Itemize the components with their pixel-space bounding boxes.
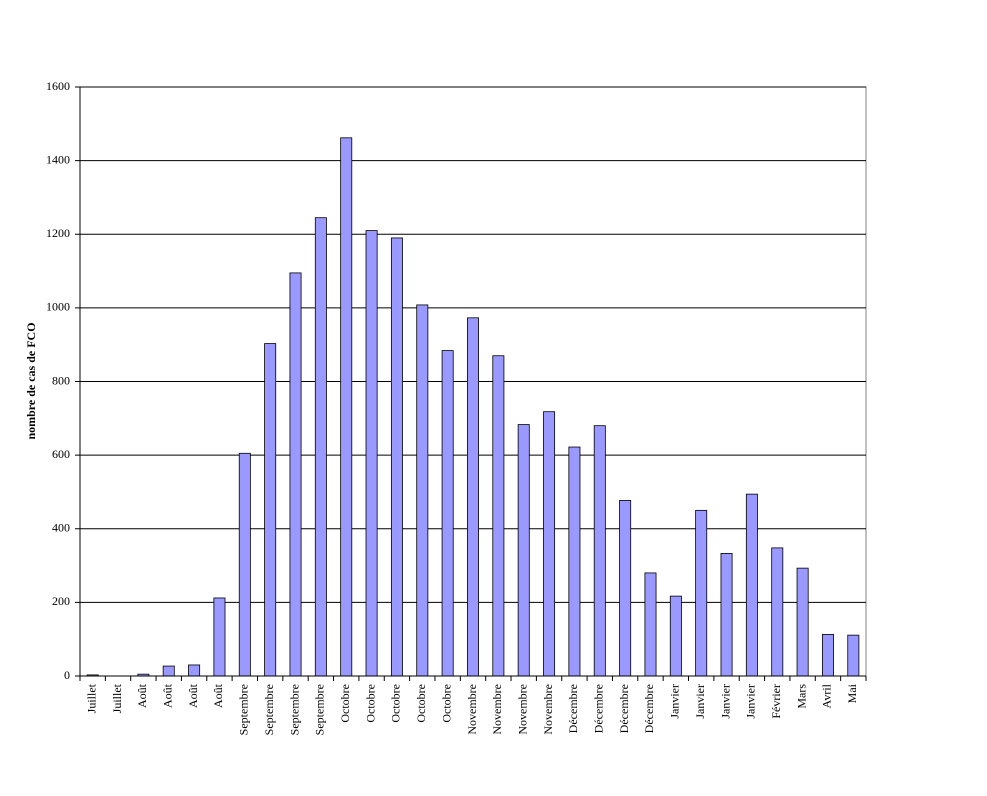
x-tick-label: Août (160, 683, 174, 708)
x-tick-label: Septembre (287, 684, 301, 735)
x-tick-label: Janvier (744, 684, 758, 719)
bar (162, 665, 175, 677)
y-tick-label: 800 (52, 373, 70, 387)
bar (593, 425, 606, 677)
x-tick-label: Décembre (566, 684, 580, 733)
x-tick-label: Janvier (693, 684, 707, 719)
x-tick-label: Octobre (363, 684, 377, 723)
bar (492, 355, 505, 677)
bar (289, 272, 302, 677)
bar (517, 424, 530, 677)
x-tick-label: Octobre (389, 684, 403, 723)
x-tick-label: Octobre (439, 684, 453, 723)
bar (467, 317, 479, 677)
x-tick-label: Octobre (414, 684, 428, 723)
bar (213, 597, 226, 677)
bar (669, 595, 682, 677)
bar (365, 230, 378, 677)
y-tick-label: 0 (64, 668, 70, 682)
bar (796, 567, 809, 677)
x-tick-label: Mai (845, 683, 859, 703)
x-tick-label: Janvier (718, 684, 732, 719)
x-tick-label: Juillet (84, 683, 98, 713)
bar (441, 350, 454, 677)
y-tick-label: 200 (52, 594, 70, 608)
bar (568, 446, 581, 677)
bar (264, 343, 277, 677)
x-tick-label: Novembre (541, 684, 555, 735)
x-tick-label: Décembre (642, 684, 656, 733)
bar (745, 493, 758, 677)
x-tick-label: Décembre (617, 684, 631, 733)
y-axis-label: nombre de cas de FCO (24, 322, 38, 439)
x-tick-label: Octobre (338, 684, 352, 723)
bar (416, 304, 429, 677)
y-tick-label: 1000 (46, 300, 70, 314)
bar (543, 411, 556, 677)
y-tick-label: 400 (52, 521, 70, 535)
x-tick-label: Novembre (515, 684, 529, 735)
y-tick-label: 1400 (46, 152, 70, 166)
x-tick-label: Août (135, 683, 149, 708)
x-tick-label: Novembre (490, 684, 504, 735)
bar (188, 664, 201, 677)
bar (619, 500, 632, 677)
bar (847, 634, 860, 677)
bar (720, 553, 733, 677)
x-tick-label: Avril (820, 683, 834, 708)
x-tick-label: Septembre (262, 684, 276, 735)
bar (340, 137, 353, 677)
x-tick-label: Septembre (313, 684, 327, 735)
bar (695, 509, 708, 677)
x-tick-label: Mars (794, 684, 808, 709)
x-tick-label: Septembre (237, 684, 251, 735)
x-tick-label: Novembre (465, 684, 479, 735)
y-tick-label: 600 (52, 447, 70, 461)
bar (238, 452, 251, 677)
y-tick-label: 1200 (46, 226, 70, 240)
x-tick-label: Août (186, 683, 200, 708)
x-tick-label: Février (769, 684, 783, 719)
bar (644, 572, 657, 677)
bar (390, 237, 403, 677)
x-tick-label: Janvier (668, 684, 682, 719)
y-tick-label: 1600 (46, 79, 70, 93)
x-tick-label: Juillet (110, 683, 124, 713)
bar (314, 217, 327, 677)
x-tick-label: Août (211, 683, 225, 708)
bar (821, 634, 834, 677)
x-tick-label: Décembre (592, 684, 606, 733)
bar (771, 547, 784, 677)
